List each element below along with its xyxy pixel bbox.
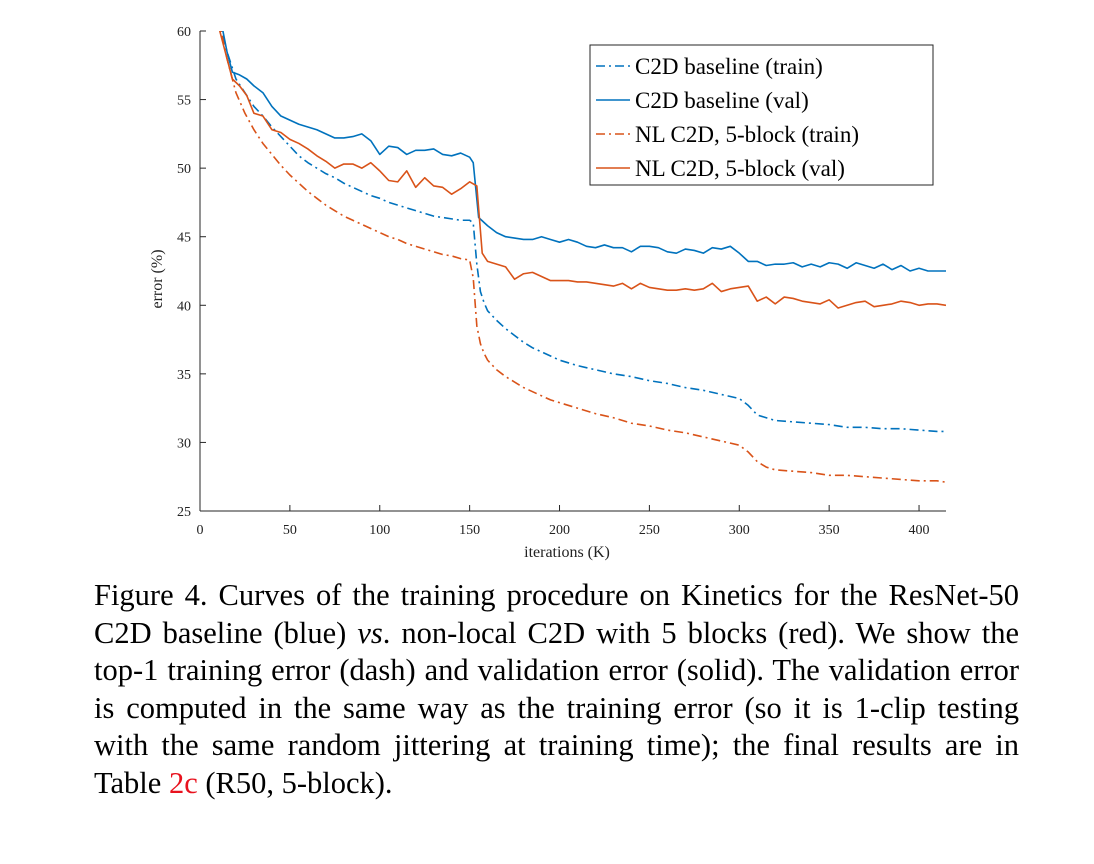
x-tick-label: 250 [639,523,660,538]
legend-box [589,44,934,186]
series-line-1 [220,31,946,433]
y-tick-label: 30 [177,436,191,451]
y-tick-label: 50 [177,162,191,177]
series-line-4 [218,31,946,309]
legend-label-1: C2D baseline (train) [635,54,823,79]
y-tick-label: 60 [177,25,191,40]
caption-text-1: Figure 4. Curves of the training procedu… [94,578,1019,650]
x-tick-label: 400 [909,523,930,538]
legend-label-4: NL C2D, 5-block (val) [635,156,845,181]
caption-vs: vs [357,615,383,650]
x-tick-label: 100 [369,523,390,538]
table-reference-link[interactable]: 2c [168,765,198,800]
series-line-3 [220,31,946,483]
x-tick-label: 150 [459,523,480,538]
y-tick-label: 35 [177,368,191,383]
y-tick-label: 40 [177,299,191,314]
x-tick-label: 350 [819,523,840,538]
caption-text-3: (R50, 5-block). [197,765,393,800]
figure-caption: Figure 4. Curves of the training procedu… [94,577,1019,802]
x-tick-label: 0 [197,523,204,538]
y-tick-label: 25 [177,505,191,520]
legend: C2D baseline (train) C2D baseline (val) NL… [589,44,934,186]
x-tick-label: 50 [283,523,297,538]
series-line-2 [222,31,946,272]
y-tick-label: 45 [177,231,191,246]
y-axis-title: error (%) [149,249,166,308]
caption-text-2: . non-local C2D with 5 blocks (red). We … [94,615,1019,800]
series-lines [218,31,946,483]
x-axis-title: iterations (K) [524,544,610,561]
legend-label-3: NL C2D, 5-block (train) [635,122,859,147]
legend-label-2: C2D baseline (val) [635,88,809,113]
training-curves-chart: 0 50 100 150 200 250 300 350 400 25 30 35 40 45 50 55 60… [149,25,946,561]
y-tick-label: 55 [177,94,191,109]
x-tick-label: 300 [729,523,750,538]
x-tick-label: 200 [549,523,570,538]
axes: 0 50 100 150 200 250 300 350 400 25 30 35 40 45 50 55 60… [149,25,946,561]
